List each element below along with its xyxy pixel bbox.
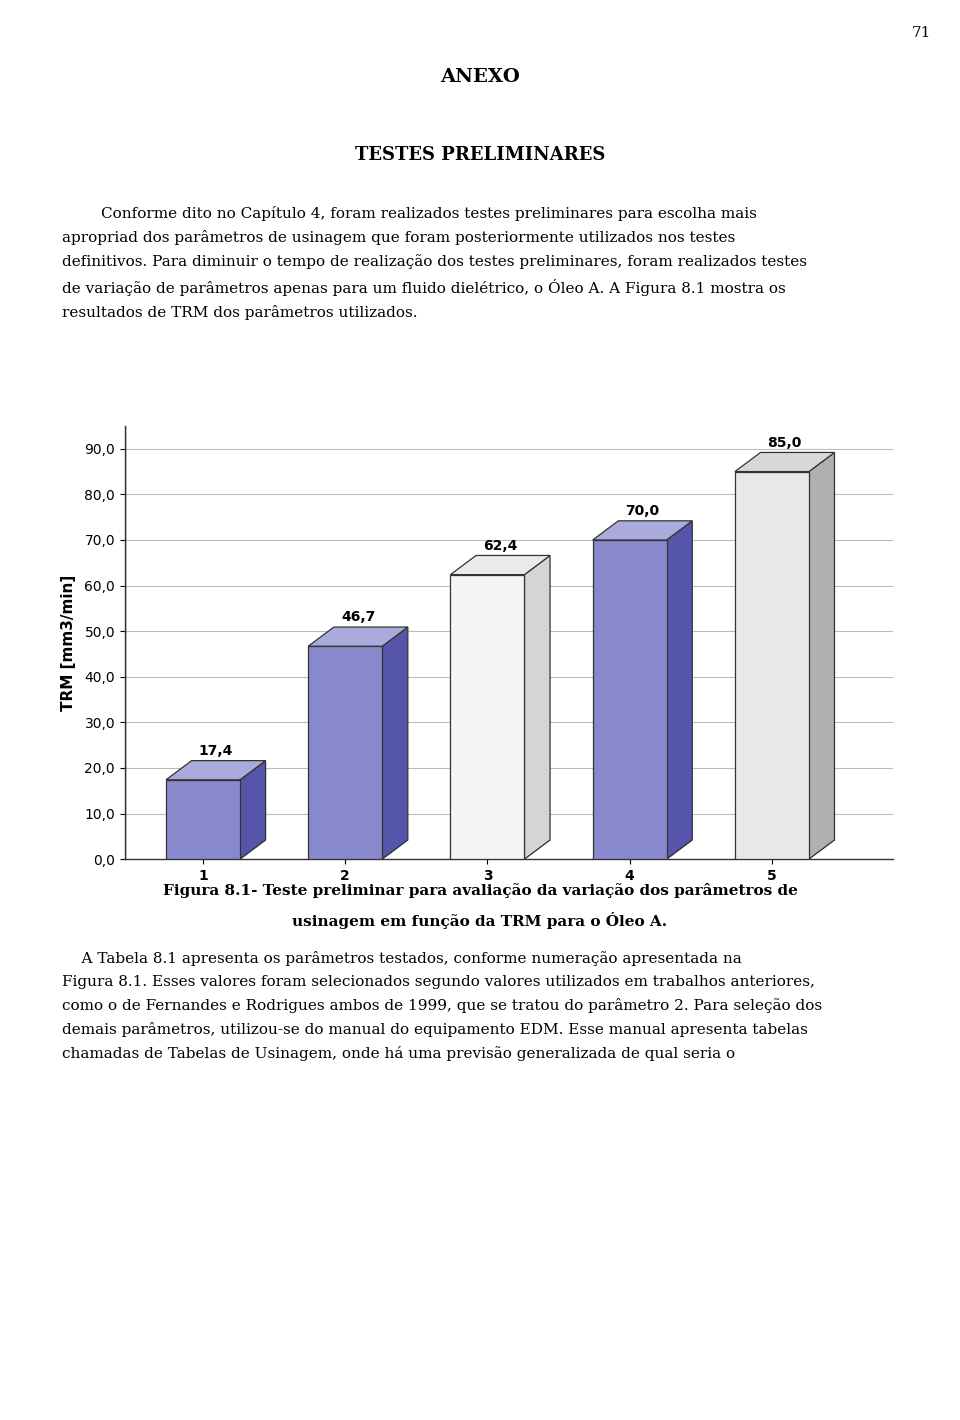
- Polygon shape: [166, 780, 240, 859]
- Polygon shape: [166, 841, 266, 859]
- Text: 85,0: 85,0: [768, 436, 802, 450]
- Text: Figura 8.1- Teste preliminar para avaliação da variação dos parâmetros de: Figura 8.1- Teste preliminar para avalia…: [162, 883, 798, 899]
- Polygon shape: [450, 555, 550, 575]
- Polygon shape: [666, 521, 692, 859]
- Polygon shape: [735, 841, 834, 859]
- Polygon shape: [382, 628, 408, 859]
- Text: 17,4: 17,4: [199, 744, 233, 758]
- Polygon shape: [735, 471, 809, 859]
- Text: 46,7: 46,7: [341, 611, 375, 625]
- Y-axis label: TRM [mm3/min]: TRM [mm3/min]: [61, 575, 76, 710]
- Text: TESTES PRELIMINARES: TESTES PRELIMINARES: [355, 146, 605, 165]
- Polygon shape: [450, 575, 524, 859]
- Text: ANEXO: ANEXO: [440, 68, 520, 87]
- Polygon shape: [450, 841, 550, 859]
- Text: A Tabela 8.1 apresenta os parâmetros testados, conforme numeração apresentada na: A Tabela 8.1 apresenta os parâmetros tes…: [62, 951, 823, 1061]
- Polygon shape: [166, 761, 266, 780]
- Text: 71: 71: [912, 26, 931, 40]
- Polygon shape: [735, 453, 834, 471]
- Polygon shape: [308, 628, 408, 646]
- Polygon shape: [592, 521, 692, 540]
- Text: Conforme dito no Capítulo 4, foram realizados testes preliminares para escolha m: Conforme dito no Capítulo 4, foram reali…: [62, 206, 807, 320]
- Polygon shape: [592, 540, 666, 859]
- Polygon shape: [308, 646, 382, 859]
- Text: 62,4: 62,4: [483, 538, 517, 552]
- Polygon shape: [809, 453, 834, 859]
- Text: usinagem em função da TRM para o Óleo A.: usinagem em função da TRM para o Óleo A.: [293, 912, 667, 929]
- Text: 70,0: 70,0: [625, 504, 660, 518]
- Polygon shape: [524, 555, 550, 859]
- Polygon shape: [308, 841, 408, 859]
- Polygon shape: [592, 841, 692, 859]
- Polygon shape: [240, 761, 266, 859]
